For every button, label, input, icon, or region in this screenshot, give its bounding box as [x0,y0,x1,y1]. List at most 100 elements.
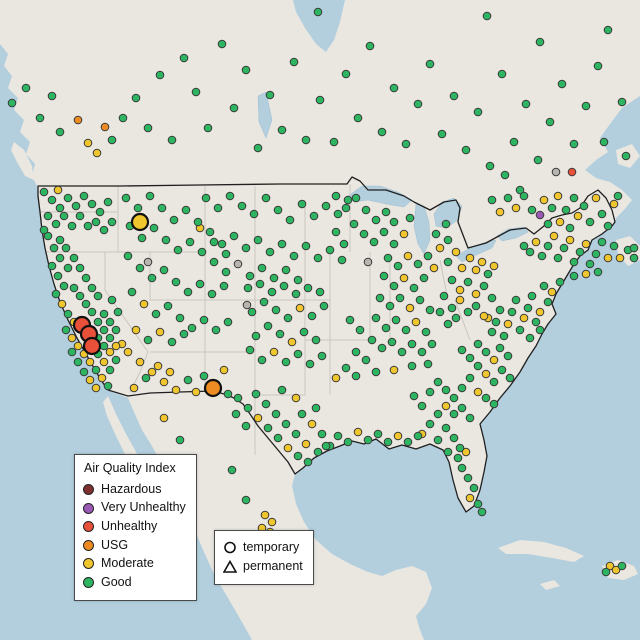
aqi-station-marker[interactable] [185,237,195,247]
aqi-station-marker[interactable] [519,241,529,251]
aqi-station-marker[interactable] [565,223,575,233]
aqi-station-marker[interactable] [447,275,457,285]
aqi-station-marker[interactable] [407,361,417,371]
aqi-station-marker[interactable] [265,90,275,100]
aqi-station-marker[interactable] [123,347,133,357]
aqi-station-marker[interactable] [229,103,239,113]
aqi-station-marker[interactable] [209,257,219,267]
aqi-station-marker[interactable] [333,209,343,219]
aqi-station-marker[interactable] [489,355,499,365]
aqi-station-marker[interactable] [609,241,619,251]
aqi-station-marker-highlight[interactable] [130,212,150,232]
aqi-station-marker[interactable] [79,191,89,201]
aqi-station-marker[interactable] [55,127,65,137]
aqi-station-marker[interactable] [159,265,169,275]
aqi-station-marker[interactable] [251,331,261,341]
aqi-station-marker[interactable] [163,301,173,311]
aqi-station-marker[interactable] [35,113,45,123]
aqi-station-marker[interactable] [385,301,395,311]
aqi-station-marker[interactable] [387,337,397,347]
aqi-station-marker[interactable] [535,325,545,335]
aqi-station-marker[interactable] [349,219,359,229]
aqi-station-marker[interactable] [285,215,295,225]
aqi-station-marker[interactable] [118,113,128,123]
aqi-station-marker[interactable] [477,507,487,517]
aqi-station-marker[interactable] [591,193,601,203]
aqi-station-marker[interactable] [39,225,49,235]
aqi-station-marker[interactable] [533,155,543,165]
aqi-station-marker[interactable] [381,207,391,217]
aqi-station-marker[interactable] [421,327,431,337]
aqi-station-marker[interactable] [267,517,277,527]
aqi-station-marker[interactable] [143,335,153,345]
aqi-station-marker[interactable] [599,137,609,147]
aqi-station-marker[interactable] [199,315,209,325]
aqi-station-marker[interactable] [63,309,73,319]
aqi-station-marker[interactable] [103,197,113,207]
aqi-station-marker[interactable] [543,241,553,251]
aqi-station-marker[interactable] [91,217,101,227]
aqi-station-marker[interactable] [363,257,373,267]
aqi-station-marker[interactable] [135,263,145,273]
aqi-station-marker[interactable] [503,319,513,329]
aqi-station-marker[interactable] [443,447,453,457]
aqi-station-marker[interactable] [411,317,421,327]
aqi-station-marker[interactable] [537,251,547,261]
aqi-station-marker[interactable] [181,205,191,215]
aqi-station-marker[interactable] [361,355,371,365]
aqi-station-marker[interactable] [203,123,213,133]
aqi-station-marker[interactable] [525,333,535,343]
aqi-station-marker[interactable] [217,39,227,49]
aqi-station-marker[interactable] [525,247,535,257]
aqi-station-marker[interactable] [457,463,467,473]
aqi-station-marker[interactable] [75,211,85,221]
aqi-station-marker[interactable] [429,263,439,273]
aqi-station-marker[interactable] [613,191,623,201]
aqi-station-marker[interactable] [59,281,69,291]
aqi-station-marker[interactable] [207,289,217,299]
aqi-station-marker[interactable] [303,283,313,293]
aqi-station-marker[interactable] [111,355,121,365]
aqi-station-marker[interactable] [617,97,627,107]
aqi-station-marker[interactable] [449,393,459,403]
aqi-station-marker[interactable] [55,235,65,245]
aqi-station-marker[interactable] [401,139,411,149]
aqi-station-marker[interactable] [257,263,267,273]
aqi-station-marker[interactable] [151,309,161,319]
aqi-station-marker[interactable] [579,201,589,211]
aqi-station-marker[interactable] [173,245,183,255]
aqi-station-marker[interactable] [273,205,283,215]
aqi-station-marker[interactable] [477,257,487,267]
aqi-station-marker[interactable] [593,61,603,71]
aqi-station-marker[interactable] [47,195,57,205]
aqi-station-marker[interactable] [473,387,483,397]
aqi-station-marker[interactable] [227,465,237,475]
aqi-station-marker[interactable] [91,365,101,375]
aqi-station-marker[interactable] [67,347,77,357]
aqi-station-marker[interactable] [113,307,123,317]
aqi-station-marker[interactable] [465,373,475,383]
aqi-station-marker[interactable] [199,371,209,381]
aqi-station-marker[interactable] [187,323,197,333]
aqi-station-marker[interactable] [371,313,381,323]
aqi-station-marker[interactable] [377,343,387,353]
aqi-station-marker[interactable] [321,441,331,451]
aqi-station-marker[interactable] [317,429,327,439]
aqi-station-marker[interactable] [495,343,505,353]
aqi-station-marker[interactable] [465,253,475,263]
aqi-station-marker[interactable] [441,401,451,411]
aqi-station-marker[interactable] [261,399,271,409]
aqi-station-marker[interactable] [171,277,181,287]
aqi-station-marker[interactable] [379,271,389,281]
aqi-station-marker[interactable] [455,295,465,305]
aqi-station-marker[interactable] [281,357,291,367]
aqi-station-marker[interactable] [441,219,451,229]
aqi-station-marker[interactable] [51,219,61,229]
aqi-station-marker[interactable] [425,305,435,315]
aqi-station-marker[interactable] [397,347,407,357]
aqi-station-marker[interactable] [531,317,541,327]
aqi-station-marker[interactable] [269,273,279,283]
aqi-station-marker[interactable] [433,409,443,419]
aqi-station-marker[interactable] [539,281,549,291]
aqi-station-marker[interactable] [219,365,229,375]
